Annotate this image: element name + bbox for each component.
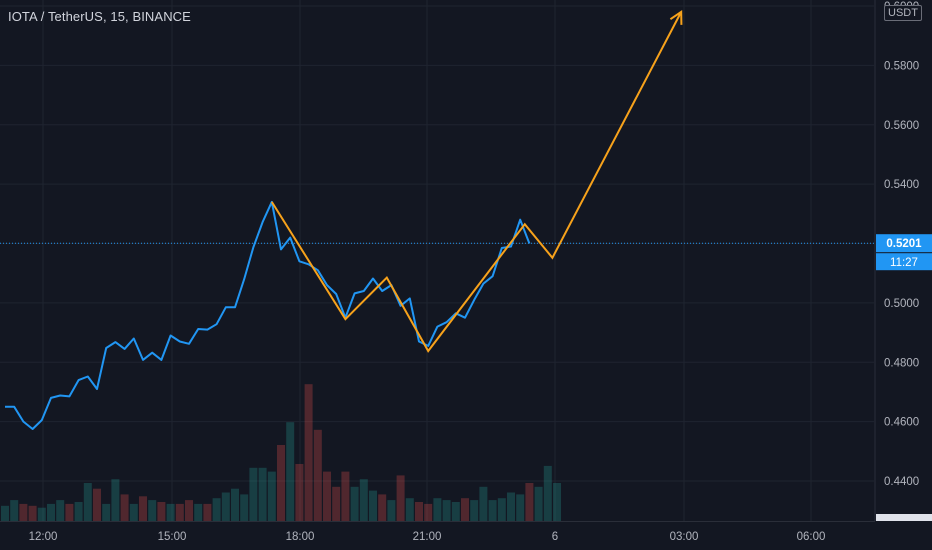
- volume-bar: [378, 494, 387, 521]
- volume-bar: [157, 502, 166, 521]
- x-tick-label: 6: [552, 531, 558, 543]
- volume-bar: [139, 496, 147, 521]
- volume-bar: [240, 494, 249, 521]
- volume-bar: [10, 500, 19, 521]
- volume-bar: [231, 488, 239, 521]
- volume-bar: [415, 502, 423, 521]
- x-tick-label: 15:00: [158, 531, 187, 543]
- y-tick-label: 0.5000: [884, 298, 919, 310]
- volume-bar: [543, 465, 552, 521]
- volume-bar: [185, 500, 193, 521]
- volume-bar: [396, 475, 405, 521]
- volume-bar: [497, 498, 506, 521]
- volume-bar: [83, 483, 92, 521]
- y-tick-label: 0.5800: [884, 60, 919, 72]
- x-tick-label: 12:00: [29, 531, 58, 543]
- volume-bar: [516, 494, 525, 521]
- volume-bar: [102, 503, 111, 521]
- volume-bar: [442, 500, 451, 521]
- bottom-axis-label-fragment: [876, 514, 932, 521]
- volume-bar: [19, 503, 28, 521]
- volume-bar: [47, 503, 55, 521]
- volume-bar: [65, 503, 74, 521]
- volume-bars: [1, 384, 561, 521]
- volume-bar: [304, 384, 313, 521]
- x-tick-label: 06:00: [797, 531, 826, 543]
- y-tick-label: 0.5400: [884, 179, 919, 191]
- volume-bar: [56, 500, 65, 521]
- volume-bar: [175, 503, 184, 521]
- x-tick-label: 18:00: [286, 531, 315, 543]
- volume-bar: [470, 500, 479, 521]
- y-tick-label: 0.4400: [884, 476, 919, 488]
- volume-bar: [359, 479, 368, 521]
- volume-bar: [479, 486, 488, 521]
- volume-bar: [525, 483, 534, 521]
- volume-bar: [553, 483, 561, 521]
- volume-bar: [74, 502, 83, 521]
- volume-bar: [148, 500, 157, 521]
- volume-bar: [341, 471, 350, 521]
- volume-bar: [461, 498, 469, 521]
- volume-bar: [277, 445, 285, 521]
- volume-bar: [129, 503, 138, 521]
- volume-bar: [350, 486, 359, 521]
- volume-bar: [387, 500, 396, 521]
- volume-bar: [295, 464, 304, 521]
- volume-bar: [323, 471, 331, 521]
- volume-bar: [313, 429, 322, 521]
- volume-bar: [194, 503, 203, 521]
- grid: [0, 0, 874, 521]
- volume-bar: [424, 503, 433, 521]
- volume-bar: [534, 486, 543, 521]
- y-tick-label: 0.4600: [884, 417, 919, 429]
- volume-bar: [369, 490, 377, 521]
- volume-bar: [120, 494, 129, 521]
- volume-bar: [166, 503, 175, 521]
- volume-bar: [433, 498, 442, 521]
- volume-bar: [405, 498, 414, 521]
- y-tick-label: 0.4800: [884, 357, 919, 369]
- y-tick-label: 0.5600: [884, 120, 919, 132]
- volume-bar: [451, 502, 460, 521]
- volume-bar: [507, 492, 515, 521]
- volume-bar: [37, 507, 46, 521]
- volume-bar: [249, 467, 258, 521]
- price-badges: 0.5201 11:27: [876, 234, 932, 271]
- price-line-layer: [0, 200, 874, 430]
- pattern-zigzag-line[interactable]: [270, 11, 683, 353]
- pattern-drawing-layer[interactable]: [270, 10, 683, 353]
- volume-bar: [332, 486, 341, 521]
- volume-bar: [111, 479, 120, 521]
- volume-bar: [203, 503, 212, 521]
- x-tick-label: 21:00: [413, 531, 442, 543]
- volume-bar: [1, 505, 9, 521]
- currency-unit-button[interactable]: USDT: [884, 5, 922, 21]
- volume-bar: [212, 498, 221, 521]
- volume-bar: [488, 500, 497, 521]
- volume-bar: [267, 471, 276, 521]
- symbol-title[interactable]: IOTA / TetherUS, 15, BINANCE: [8, 9, 191, 24]
- volume-bar: [221, 492, 230, 521]
- countdown-text: 11:27: [890, 257, 918, 269]
- price-badge-text: 0.5201: [886, 238, 922, 250]
- countdown-badge: [876, 253, 932, 271]
- volume-bar: [258, 467, 267, 521]
- volume-bar: [28, 505, 37, 521]
- arrow-head[interactable]: [669, 10, 683, 25]
- price-line: [5, 200, 531, 430]
- price-badge: [876, 234, 932, 253]
- x-tick-label: 03:00: [670, 531, 699, 543]
- volume-bar: [286, 422, 295, 521]
- volume-bar: [93, 488, 101, 521]
